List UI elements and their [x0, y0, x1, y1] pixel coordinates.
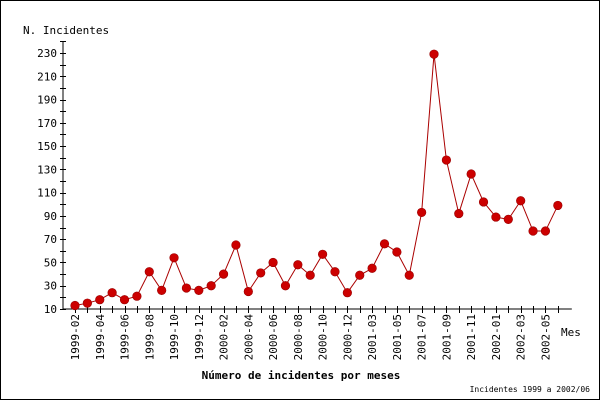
series-line	[74, 54, 559, 307]
data-point	[305, 270, 315, 280]
x-tick-label: 2000-02	[218, 314, 231, 360]
y-tick-label: 10	[44, 303, 57, 316]
data-point	[429, 49, 439, 59]
y-tick-label: 230	[37, 47, 57, 60]
y-tick-label: 190	[37, 94, 57, 107]
x-tick-label: 2002-01	[490, 314, 503, 360]
data-point	[157, 285, 167, 295]
data-point	[318, 249, 328, 259]
data-point	[95, 295, 105, 305]
x-tick-label: 2000-12	[341, 314, 354, 360]
data-point	[280, 281, 291, 291]
x-tick-label: 2001-07	[416, 314, 429, 360]
x-tick-label: 1999-06	[119, 314, 132, 360]
data-point	[293, 260, 303, 270]
data-point	[181, 283, 192, 293]
data-point	[516, 196, 526, 206]
x-tick-label: 2001-09	[440, 314, 453, 360]
data-point	[194, 285, 204, 295]
y-tick-label: 70	[44, 233, 57, 246]
x-tick-label: 2002-05	[539, 314, 552, 360]
data-point	[367, 263, 377, 273]
data-point	[540, 226, 551, 236]
x-tick-label: 2001-03	[366, 314, 379, 360]
data-point	[392, 247, 402, 257]
data-point	[144, 267, 154, 277]
y-tick-label: 90	[44, 210, 57, 223]
x-tick-label: 2001-11	[465, 314, 478, 360]
y-tick-label: 170	[37, 117, 57, 130]
y-tick-label: 50	[44, 256, 57, 269]
data-point	[342, 288, 352, 298]
y-tick-label: 30	[44, 280, 57, 293]
data-point	[268, 257, 278, 268]
data-point	[478, 197, 489, 207]
data-point	[107, 288, 117, 298]
data-point	[404, 270, 414, 280]
x-tick-label: 2000-06	[267, 314, 280, 360]
data-point	[330, 267, 340, 277]
data-point	[503, 214, 513, 224]
data-point	[169, 253, 179, 263]
data-point	[82, 298, 92, 308]
data-point	[441, 155, 452, 165]
x-tick-label: 1999-02	[69, 314, 82, 360]
x-axis-label: Mes	[561, 326, 581, 339]
y-tick-label: 110	[37, 187, 57, 200]
data-point	[491, 212, 501, 222]
data-point	[132, 291, 142, 301]
x-tick-label: 1999-04	[94, 314, 107, 361]
data-point	[218, 269, 229, 279]
data-point	[417, 207, 427, 218]
y-tick-label: 130	[37, 163, 57, 176]
data-point	[355, 270, 365, 280]
x-tick-label: 1999-12	[193, 314, 206, 360]
data-point	[379, 239, 390, 249]
chart-title: Número de incidentes por meses	[202, 369, 401, 382]
y-tick-label: 210	[37, 70, 57, 83]
y-tick-label: 150	[37, 140, 57, 153]
data-point	[70, 300, 80, 311]
data-point	[243, 286, 253, 297]
x-tick-label: 2000-04	[242, 314, 255, 361]
data-point	[553, 200, 563, 211]
x-tick-label: 2002-03	[515, 314, 528, 360]
data-point	[466, 169, 476, 179]
x-tick-label: 2000-08	[292, 314, 305, 360]
x-tick-label: 1999-10	[168, 314, 181, 360]
footnote: Incidentes 1999 a 2002/06	[470, 385, 591, 394]
data-point	[119, 295, 130, 305]
data-point	[231, 240, 241, 250]
data-point	[206, 281, 216, 291]
y-axis-label: N. Incidentes	[23, 24, 109, 37]
data-point	[454, 208, 464, 219]
data-point	[256, 268, 266, 278]
x-tick-label: 2001-05	[391, 314, 404, 360]
x-tick-label: 1999-08	[143, 314, 156, 360]
x-tick-label: 2000-10	[317, 314, 330, 360]
data-point	[528, 226, 538, 236]
